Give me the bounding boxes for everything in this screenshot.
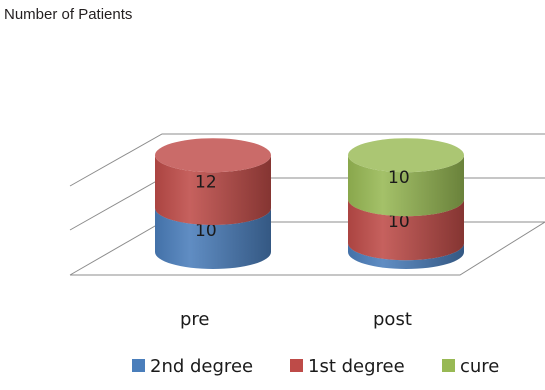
legend-swatch bbox=[132, 359, 145, 372]
legend-swatch bbox=[290, 359, 303, 372]
category-labels: pre post bbox=[180, 309, 412, 330]
legend-label: 2nd degree bbox=[150, 356, 253, 377]
data-label: 10 bbox=[388, 212, 410, 232]
data-label: 10 bbox=[388, 168, 410, 188]
x-tick-label: post bbox=[373, 309, 412, 330]
bar-series: 101221010 bbox=[155, 138, 464, 269]
bar-group-pre: 10 12 bbox=[155, 138, 271, 269]
legend-item: 1st degree bbox=[290, 356, 405, 377]
bar-pre-1st-degree: 12 bbox=[155, 138, 271, 225]
legend-item: cure bbox=[442, 356, 499, 377]
legend-label: 1st degree bbox=[308, 356, 405, 377]
bar-post-cure: 10 bbox=[348, 138, 464, 217]
legend-swatch bbox=[442, 359, 455, 372]
chart-title: Number of Patients bbox=[4, 6, 133, 23]
x-tick-label: pre bbox=[180, 309, 210, 330]
data-label: 10 bbox=[195, 221, 217, 241]
legend-label: cure bbox=[460, 356, 499, 377]
gridline-0 bbox=[69, 221, 545, 276]
gridlines bbox=[69, 133, 545, 276]
data-label: 12 bbox=[195, 173, 217, 193]
gridline-20 bbox=[69, 133, 545, 187]
legend-item: 2nd degree bbox=[132, 356, 253, 377]
legend: 2nd degree 1st degree cure bbox=[132, 356, 499, 377]
